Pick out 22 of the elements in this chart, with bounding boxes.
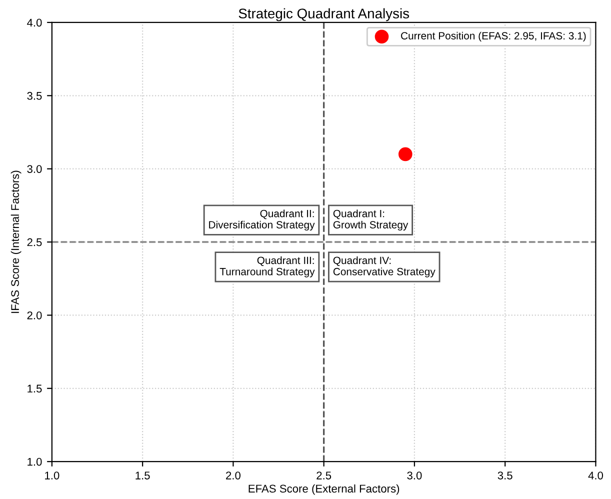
x-tick-label: 3.0 xyxy=(407,472,422,480)
legend-label: Current Position (EFAS: 2.95, IFAS: 3.1) xyxy=(401,32,586,42)
x-tick-label: 1.0 xyxy=(45,472,60,480)
annotation: Quadrant I: Growth Strategy xyxy=(333,210,408,231)
x-tick-label: 4.0 xyxy=(588,472,604,480)
x-tick-label: 2.0 xyxy=(226,472,240,480)
x-axis-title: EFAS Score (External Factors) xyxy=(248,484,400,495)
annotation: Quadrant IV: Conservative Strategy xyxy=(333,256,436,278)
y-tick-label: 1.0 xyxy=(28,458,42,466)
y-axis-title: IFAS Score (Internal Factors) xyxy=(10,170,22,313)
y-tick-label: 1.5 xyxy=(28,384,42,393)
x-tick-label: 1.5 xyxy=(136,472,150,480)
y-tick-label: 3.0 xyxy=(27,165,42,173)
y-tick-label: 2.5 xyxy=(27,238,42,246)
x-tick-label: 3.5 xyxy=(498,472,512,480)
y-tick-label: 3.5 xyxy=(27,92,42,100)
annotation: Quadrant II: Diversification Strategy xyxy=(209,210,315,231)
x-tick-label: 2.5 xyxy=(316,472,332,480)
annotation: Quadrant III: Turnaround Strategy xyxy=(220,256,315,278)
y-tick-label: 2.0 xyxy=(27,311,42,320)
y-tick-label: 4.0 xyxy=(27,18,42,27)
chart-title: Strategic Quadrant Analysis xyxy=(238,8,410,22)
